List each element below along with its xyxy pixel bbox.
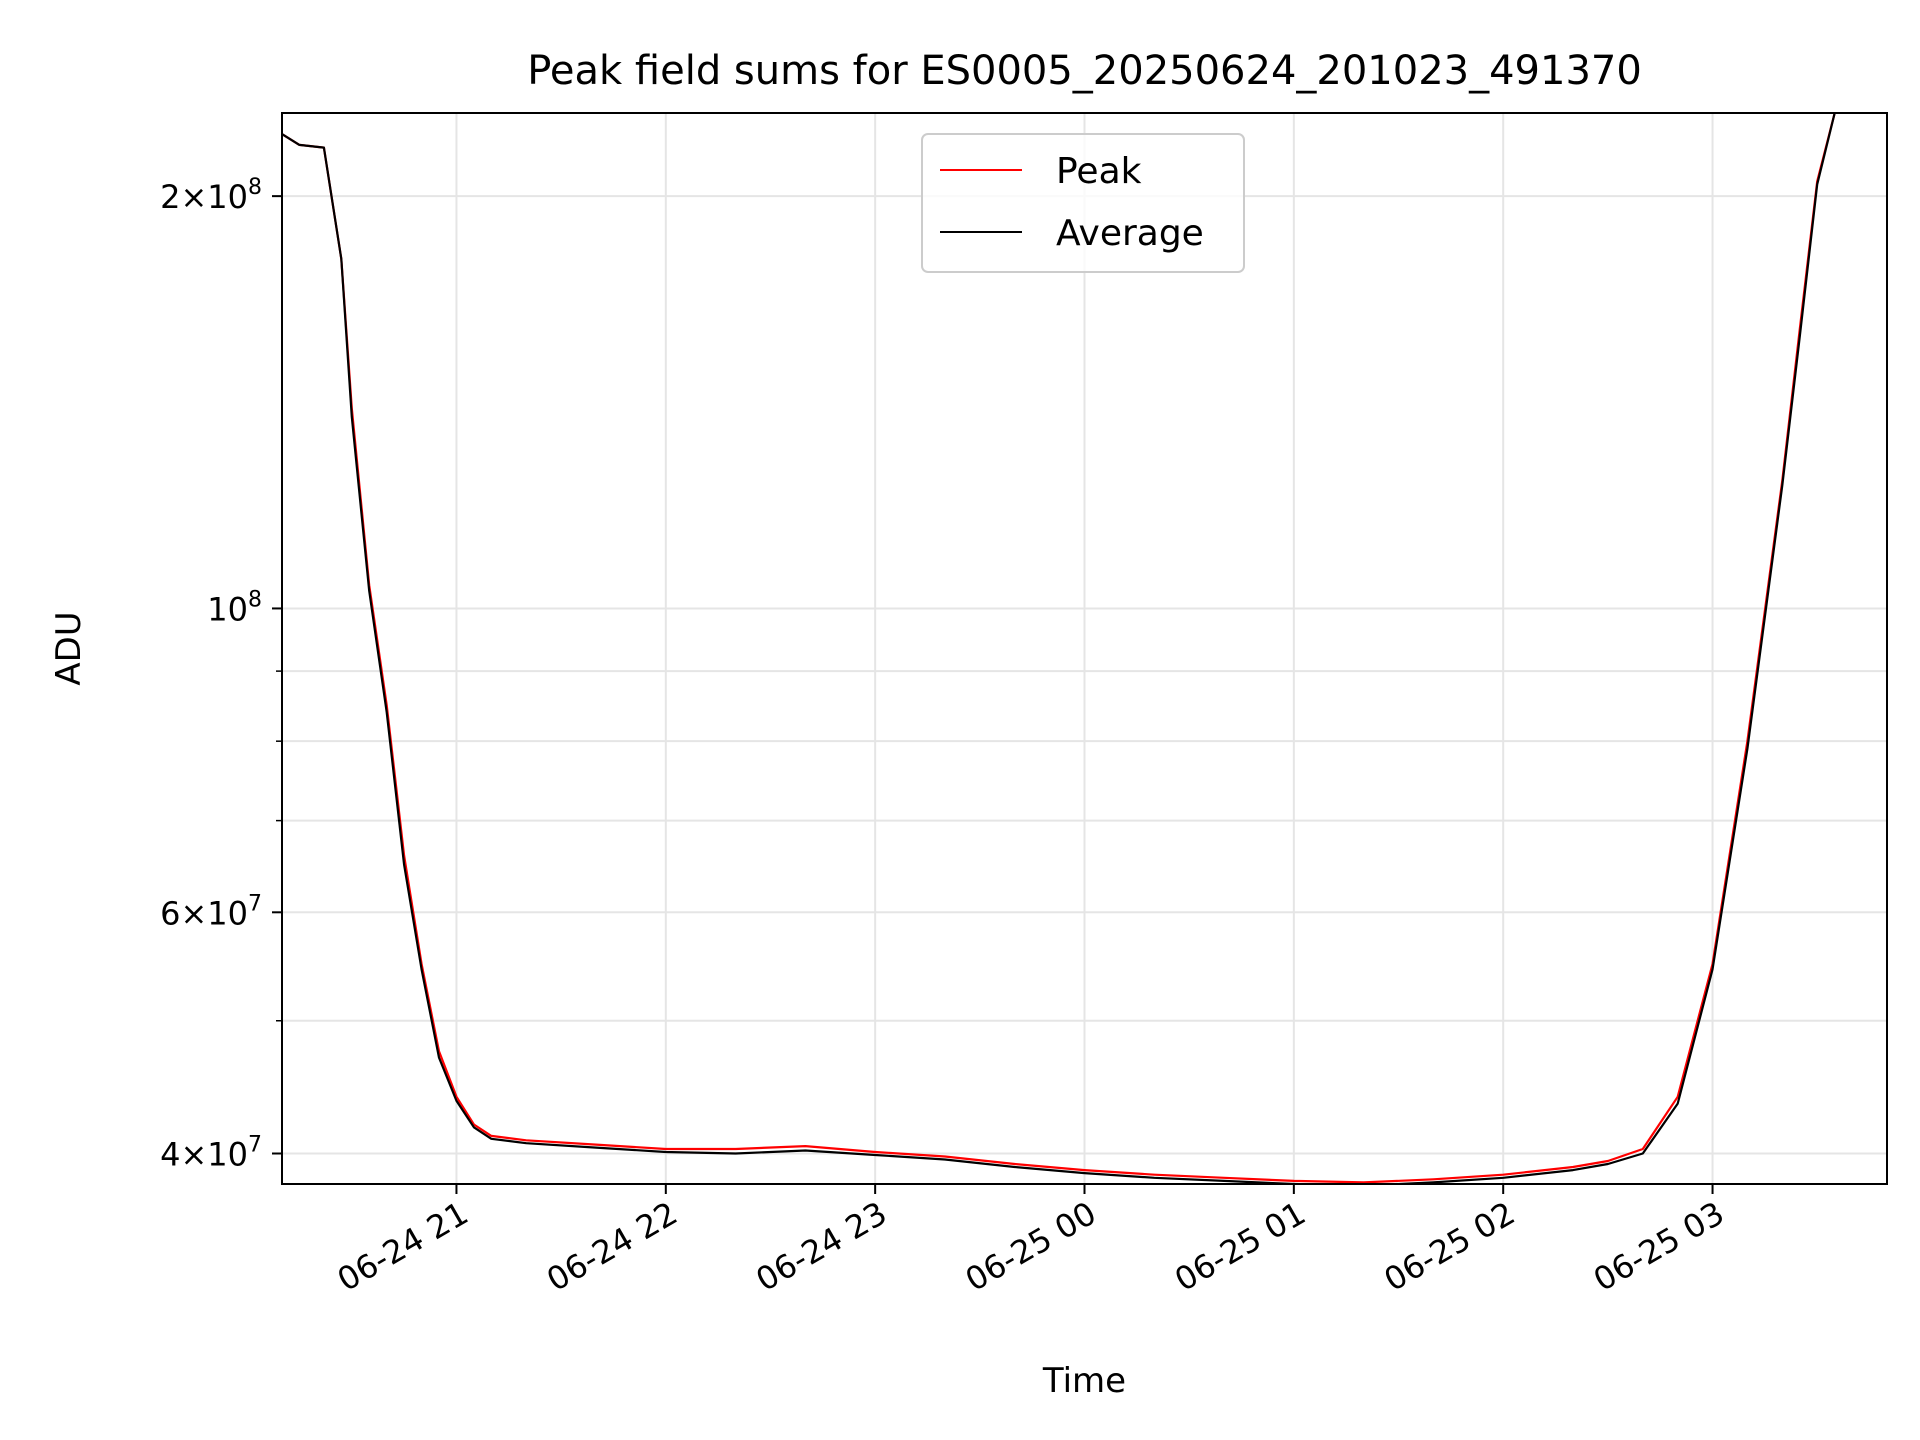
y-tick-label: 108 [207, 587, 262, 628]
legend-label-peak: Peak [1056, 151, 1142, 192]
x-axis-label: Time [1042, 1361, 1126, 1401]
legend-box [921, 133, 1245, 273]
series-layer [282, 113, 1836, 1184]
legend-label-average: Average [1056, 213, 1204, 254]
legend: Peak Average [921, 133, 1245, 273]
y-tick-label: 6×107 [160, 891, 262, 932]
series-line-average [282, 113, 1836, 1184]
y-tick-label: 2×108 [160, 175, 262, 216]
y-tick-label: 4×107 [160, 1132, 262, 1173]
chart-title: Peak field sums for ES0005_20250624_2010… [527, 48, 1642, 94]
y-axis-label: ADU [49, 611, 89, 685]
